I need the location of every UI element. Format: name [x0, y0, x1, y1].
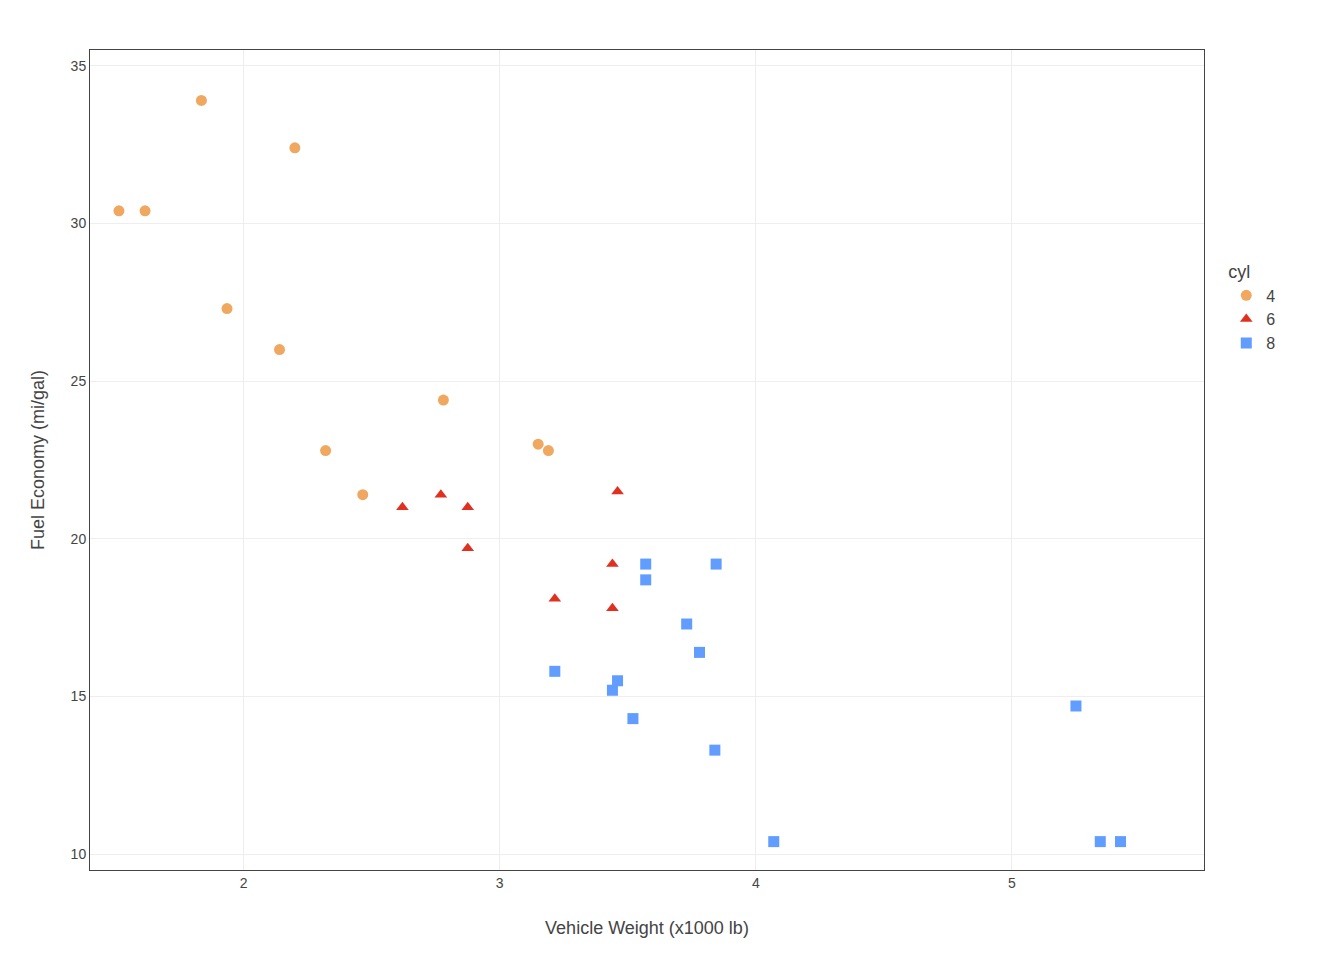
svg-text:3: 3: [496, 875, 504, 891]
svg-text:Vehicle Weight (x1000 lb): Vehicle Weight (x1000 lb): [545, 918, 749, 938]
svg-text:cyl: cyl: [1228, 262, 1250, 282]
svg-text:Fuel Economy (mi/gal): Fuel Economy (mi/gal): [28, 370, 48, 550]
svg-text:6: 6: [1266, 311, 1275, 328]
svg-text:8: 8: [1266, 335, 1275, 352]
svg-text:25: 25: [71, 373, 87, 389]
svg-text:4: 4: [1266, 288, 1275, 305]
svg-text:15: 15: [71, 688, 87, 704]
svg-text:10: 10: [71, 846, 87, 862]
svg-text:5: 5: [1008, 875, 1016, 891]
svg-text:2: 2: [240, 875, 248, 891]
svg-text:4: 4: [752, 875, 760, 891]
svg-text:30: 30: [71, 215, 87, 231]
svg-text:35: 35: [71, 58, 87, 74]
svg-text:20: 20: [71, 531, 87, 547]
